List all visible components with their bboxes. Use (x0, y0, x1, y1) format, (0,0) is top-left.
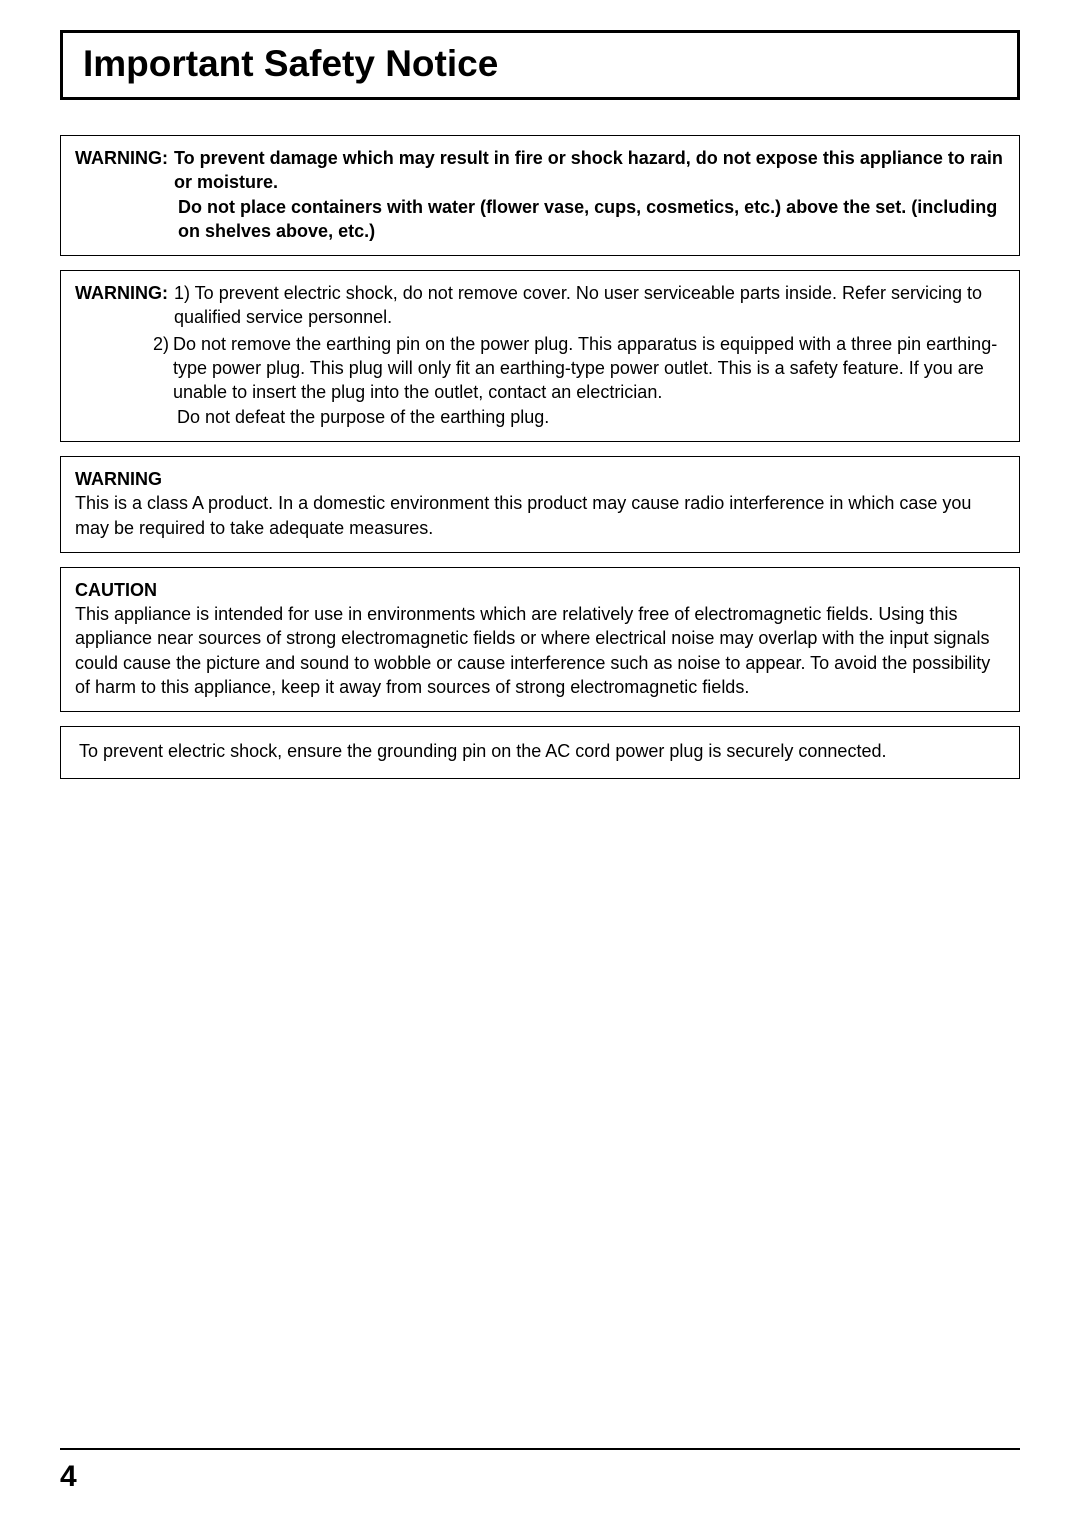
caution-label: CAUTION (75, 578, 1005, 602)
warning-text: To prevent damage which may result in fi… (168, 146, 1005, 195)
grounding-notice-box: To prevent electric shock, ensure the gr… (60, 726, 1020, 778)
warning-label: WARNING: (75, 146, 168, 170)
page-number: 4 (60, 1460, 77, 1494)
warning-box-3: WARNING This is a class A product. In a … (60, 456, 1020, 553)
warning-box-2: WARNING: 1) To prevent electric shock, d… (60, 270, 1020, 442)
warning-label: WARNING (75, 467, 1005, 491)
warning-label: WARNING: (75, 281, 168, 305)
warning-item-2-row: 2) Do not remove the earthing pin on the… (75, 332, 1005, 405)
caution-box: CAUTION This appliance is intended for u… (60, 567, 1020, 712)
warning-row: WARNING: 1) To prevent electric shock, d… (75, 281, 1005, 330)
warning-box-1: WARNING: To prevent damage which may res… (60, 135, 1020, 256)
footer-divider (60, 1448, 1020, 1450)
document-page: Important Safety Notice WARNING: To prev… (0, 0, 1080, 1528)
list-number: 2) (153, 332, 169, 356)
warning-text-line2: Do not place containers with water (flow… (75, 195, 1005, 244)
warning-item-2: Do not remove the earthing pin on the po… (169, 332, 1005, 405)
warning-row: WARNING: To prevent damage which may res… (75, 146, 1005, 195)
warning-body: This is a class A product. In a domestic… (75, 491, 1005, 540)
warning-item-1: 1) To prevent electric shock, do not rem… (168, 281, 1005, 330)
warning-item-2-tail: Do not defeat the purpose of the earthin… (75, 405, 1005, 429)
page-title: Important Safety Notice (83, 43, 997, 85)
title-box: Important Safety Notice (60, 30, 1020, 100)
caution-body: This appliance is intended for use in en… (75, 602, 1005, 699)
grounding-notice-text: To prevent electric shock, ensure the gr… (75, 737, 1005, 765)
